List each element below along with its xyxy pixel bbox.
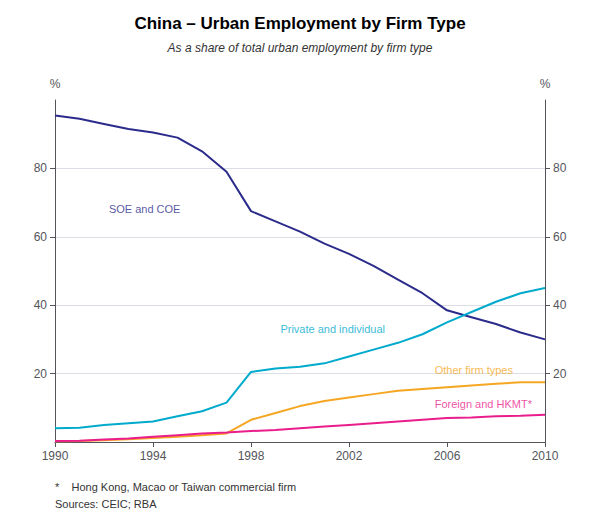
svg-text:Other firm types: Other firm types: [435, 364, 514, 376]
svg-text:2006: 2006: [434, 449, 461, 463]
svg-text:1994: 1994: [140, 449, 167, 463]
svg-text:60: 60: [34, 230, 48, 244]
svg-text:%: %: [540, 77, 551, 91]
svg-text:1998: 1998: [238, 449, 265, 463]
svg-text:40: 40: [553, 298, 567, 312]
svg-text:As a share of total urban empl: As a share of total urban employment by …: [167, 41, 433, 55]
svg-text:Private and individual: Private and individual: [280, 323, 385, 335]
svg-text:60: 60: [553, 230, 567, 244]
svg-text:%: %: [50, 77, 61, 91]
svg-text:2002: 2002: [336, 449, 363, 463]
svg-text:SOE and COE: SOE and COE: [109, 203, 181, 215]
svg-text:Sources: CEIC; RBA: Sources: CEIC; RBA: [55, 498, 157, 510]
svg-text:40: 40: [34, 298, 48, 312]
svg-text:1990: 1990: [42, 449, 69, 463]
svg-text:20: 20: [34, 367, 48, 381]
svg-text:2010: 2010: [532, 449, 559, 463]
svg-text:Foreign and HKMT*: Foreign and HKMT*: [435, 398, 533, 410]
svg-text:20: 20: [553, 367, 567, 381]
svg-text:* Hong Kong, Macao or Taiwa: * Hong Kong, Macao or Taiwan commercial …: [55, 481, 296, 493]
svg-text:China – Urban Employment by Fi: China – Urban Employment by Firm Type: [134, 14, 465, 33]
svg-text:80: 80: [34, 161, 48, 175]
svg-text:80: 80: [553, 161, 567, 175]
